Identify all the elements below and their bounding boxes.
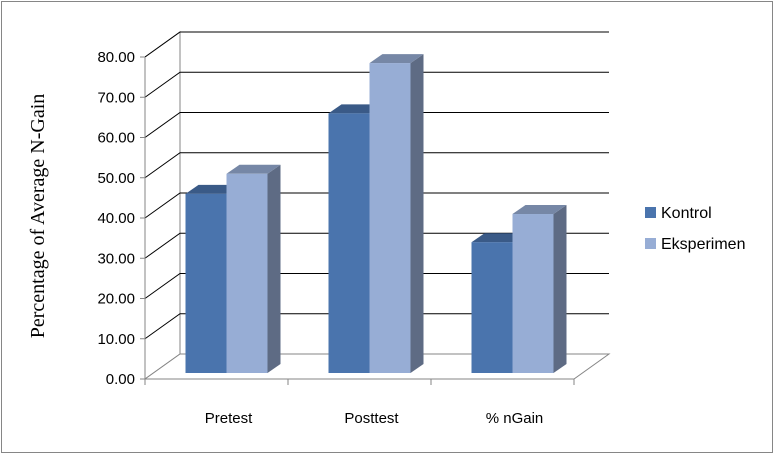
legend-swatch [645,238,656,249]
legend-swatch [645,207,656,218]
x-category-label: Pretest [205,410,253,427]
legend: Kontrol Eksperimen [645,205,745,253]
bar-front-face [226,173,268,373]
bars [185,54,567,373]
y-tick-label: 60.00 [97,130,135,147]
gridline [144,232,609,259]
gridline [144,31,609,58]
gridline [144,152,609,179]
y-tick-label: 50.00 [97,170,135,187]
bar-top-face [328,104,383,114]
bar-top-face [512,205,567,215]
bar-front-face [369,63,411,373]
bar-top-face [369,54,424,64]
gridline [144,71,609,98]
y-tick-label: 0.00 [106,371,135,388]
gridlines [144,31,609,340]
bar-eksperimen-2 [512,205,567,373]
gridline [144,313,609,340]
bar-top-face [471,233,526,243]
y-axis-ticks: 0.00 10.00 20.00 30.00 40.00 50.00 60.00 70.00 8… [97,49,145,388]
bar-side-face [553,205,567,373]
bar-side-face [410,54,424,373]
bar-front-face [328,113,370,373]
y-tick-label: 70.00 [97,89,135,106]
y-tick-label: 30.00 [97,250,135,267]
gridline [144,112,609,138]
bar-top-face [185,184,240,194]
y-tick-label: 20.00 [97,291,135,308]
x-category-label: % nGain [486,410,544,427]
y-tick-label: 10.00 [97,331,135,348]
bar-side-face [267,164,281,373]
gridline [144,192,609,219]
bar-eksperimen-1 [369,54,424,373]
bar-top-face [226,164,281,174]
bar-front-face [512,214,554,373]
legend-label: Eksperimen [661,236,745,253]
legend-label: Kontrol [661,205,712,222]
bar-eksperimen-0 [226,164,281,373]
x-axis-labels: Pretest Posttest % nGain [205,410,544,427]
x-category-label: Posttest [344,410,399,427]
gridline [144,273,609,299]
bar-front-face [471,242,513,373]
y-tick-label: 40.00 [97,210,135,227]
bar-front-face [185,193,227,373]
y-axis-title: Percentage of Average N-Gain [27,94,49,339]
y-tick-label: 80.00 [97,49,135,66]
